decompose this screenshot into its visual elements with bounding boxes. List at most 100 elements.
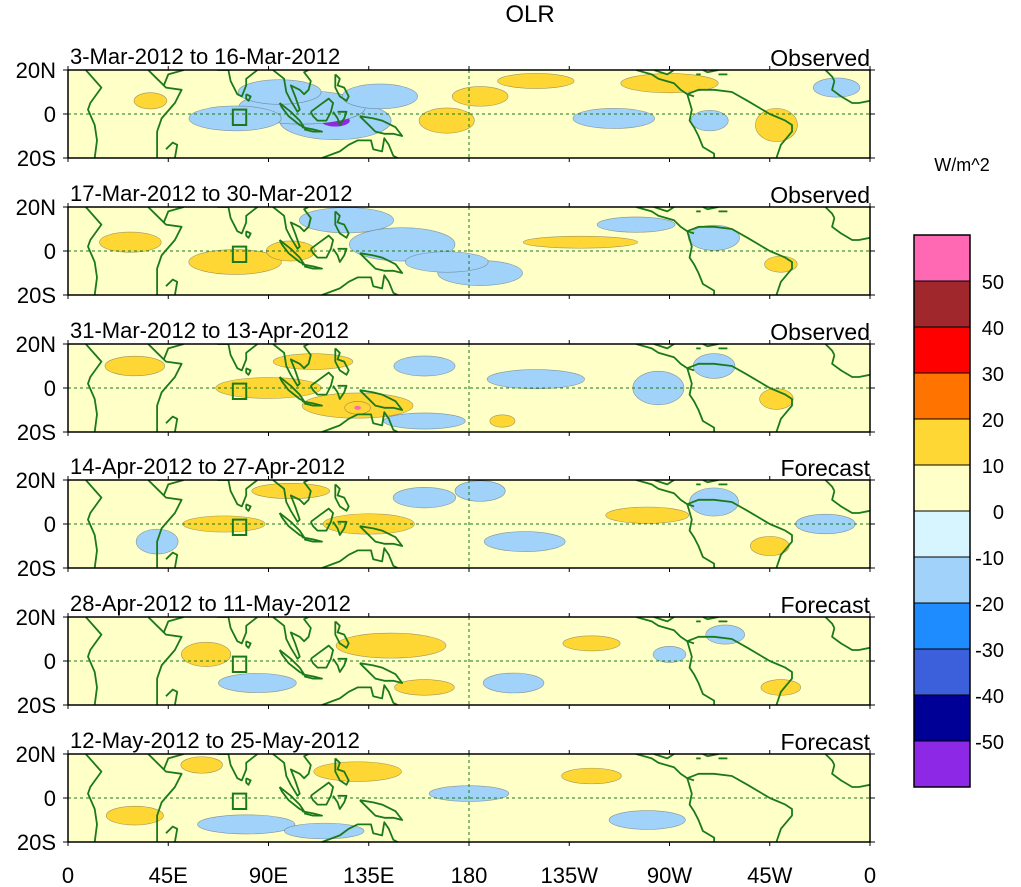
- coastline: [310, 644, 335, 669]
- coastline: [332, 384, 348, 400]
- coastline: [686, 88, 793, 158]
- contour-band: [572, 108, 655, 129]
- panel-type: Forecast: [781, 729, 871, 755]
- lat-label: 20S: [17, 693, 56, 718]
- coastline: [653, 207, 675, 213]
- panel-period: 28-Apr-2012 to 11-May-2012: [70, 591, 351, 616]
- x-tick-label: 135W: [541, 863, 599, 887]
- anomaly-field: [68, 617, 870, 705]
- contour-band: [451, 86, 509, 107]
- coastline: [162, 754, 185, 770]
- positive-anomaly: [522, 235, 638, 249]
- panel-period: 17-Mar-2012 to 30-Mar-2012: [70, 181, 352, 206]
- lat-label: 0: [44, 102, 56, 127]
- coastline: [359, 389, 404, 411]
- contour-band: [454, 480, 506, 502]
- coastline: [278, 102, 306, 129]
- coastline: [272, 480, 312, 523]
- coastline: [686, 225, 793, 295]
- coastline: [824, 207, 836, 219]
- negative-anomaly: [689, 487, 739, 517]
- positive-anomaly: [344, 401, 371, 415]
- coastline: [359, 252, 404, 274]
- positive-anomaly: [394, 679, 455, 696]
- coastline: [334, 757, 350, 786]
- panels: 20N 0 20S 3-Mar-2012 to 16-Mar-2012 Observed…: [16, 44, 875, 855]
- colorbar-label: 30: [982, 364, 1004, 386]
- contour-band: [99, 231, 162, 253]
- coastline: [831, 490, 870, 514]
- coastline: [824, 70, 836, 82]
- coastline: [217, 754, 258, 782]
- anomaly-field: [68, 480, 870, 568]
- coastline: [301, 126, 323, 133]
- coastline: [272, 617, 312, 660]
- coastline: [85, 344, 103, 432]
- coastline: [686, 772, 793, 842]
- colorbar-swatch: [913, 556, 971, 604]
- positive-anomaly: [313, 761, 402, 782]
- contour-band: [605, 506, 690, 524]
- coastline: [301, 400, 323, 407]
- lat-label: 0: [44, 376, 56, 401]
- coastline: [334, 620, 350, 649]
- coastlines: [85, 344, 870, 432]
- colorbar-label: -30: [975, 640, 1004, 662]
- lat-label: 20N: [16, 58, 56, 83]
- coastline: [85, 70, 103, 158]
- contour-band: [313, 761, 402, 782]
- x-tick-label: 180: [451, 863, 488, 887]
- reference-box: [231, 655, 248, 673]
- coastline: [162, 207, 185, 223]
- contour-band: [428, 785, 510, 802]
- coastlines: [85, 754, 870, 842]
- lat-label: 20N: [16, 468, 56, 493]
- coastline: [217, 480, 258, 508]
- coastline: [831, 764, 870, 788]
- coastline: [147, 480, 183, 568]
- coastline: [245, 503, 252, 512]
- coastline: [686, 230, 715, 295]
- colorbar-swatch: [913, 372, 971, 420]
- lat-label: 0: [44, 649, 56, 674]
- coastline: [686, 777, 715, 842]
- coastline: [321, 821, 399, 842]
- coastline: [165, 825, 179, 842]
- coastline: [653, 754, 675, 760]
- coastline: [359, 799, 404, 821]
- negative-anomaly: [572, 108, 655, 129]
- colorbar-swatch: [913, 740, 971, 788]
- lat-label: 0: [44, 786, 56, 811]
- contour-band: [392, 486, 457, 509]
- x-tick-label: 0: [62, 863, 74, 887]
- contour-band: [755, 108, 798, 142]
- positive-anomaly: [180, 756, 223, 774]
- panel-4: 20N 0 20S 14-Apr-2012 to 27-Apr-2012 Forecas…: [16, 454, 875, 581]
- coastline: [310, 781, 335, 806]
- coastline: [321, 547, 399, 568]
- colorbar-label: -10: [975, 548, 1004, 570]
- coastline: [162, 70, 185, 86]
- colorbar-label: -40: [975, 686, 1004, 708]
- negative-anomaly: [482, 672, 545, 694]
- coastline: [245, 640, 252, 649]
- contour-band: [812, 77, 861, 98]
- coastline: [162, 617, 185, 633]
- coastline: [332, 110, 348, 126]
- coastline: [147, 207, 183, 295]
- colorbar-swatch: [913, 694, 971, 742]
- coastline: [147, 344, 183, 432]
- contour-band: [690, 110, 729, 132]
- negative-anomaly: [690, 110, 729, 132]
- coastline: [686, 367, 715, 432]
- coastline: [85, 207, 103, 295]
- colorbar-label: 10: [982, 456, 1004, 478]
- coastline: [165, 688, 179, 705]
- positive-anomaly: [181, 641, 232, 667]
- coastline: [165, 278, 179, 295]
- coastlines: [85, 617, 870, 705]
- coastline: [278, 649, 306, 676]
- x-tick-label: 90W: [647, 863, 692, 887]
- coastline: [334, 210, 350, 239]
- coastline: [686, 503, 715, 568]
